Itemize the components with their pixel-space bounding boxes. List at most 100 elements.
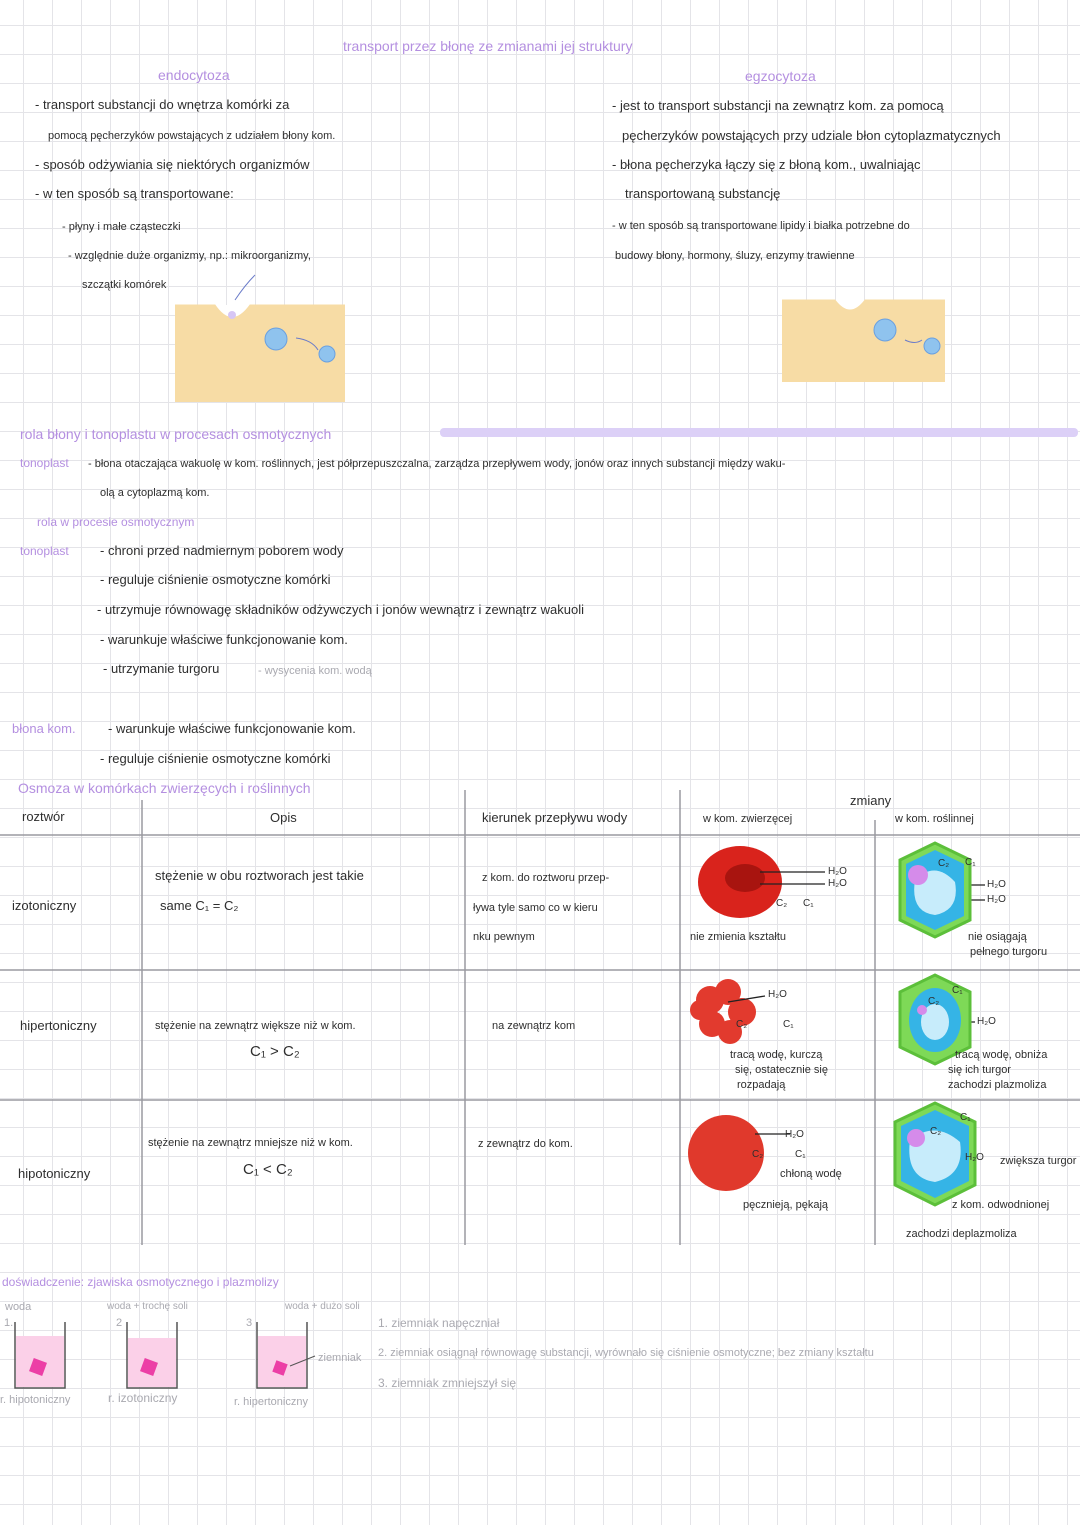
text-line: transportowaną substancję <box>625 186 781 201</box>
diagram-label: H₂O <box>977 1016 996 1027</box>
diagram-label: C₂ <box>752 1149 764 1160</box>
text-line: - warunkuje właściwe funkcjonowanie kom. <box>100 632 348 647</box>
potato-pieces <box>140 1358 158 1376</box>
potato-pieces <box>29 1358 47 1376</box>
potato-pieces <box>29 1358 288 1376</box>
diagram-label: H₂O <box>828 878 847 889</box>
heading: rola błony i tonoplastu w procesach osmo… <box>20 426 332 442</box>
cell-text: zwiększa turgor <box>1000 1155 1077 1167</box>
beaker-label: woda + trochę soli <box>107 1301 188 1312</box>
shrunk-red-cell <box>690 1000 710 1020</box>
cell-text: tracą wodę, obniża <box>955 1049 1048 1061</box>
text-line: pomocą pęcherzyków powstających z udział… <box>48 130 336 142</box>
text-line: olą a cytoplazmą kom. <box>100 487 210 499</box>
solution: hipertoniczny <box>20 1018 97 1033</box>
note: - wysycenia kom. wodą <box>258 665 372 677</box>
cell-text: nku pewnym <box>473 931 535 943</box>
result: 2. ziemniak osiągnął równowagę substancj… <box>378 1347 874 1359</box>
diagram-label: C₁ <box>960 1112 971 1123</box>
vesicle <box>923 337 941 355</box>
term: tonoplast <box>20 544 69 558</box>
heading: endocytoza <box>158 67 230 83</box>
heading: Osmoza w komórkach zwierzęcych i roślinn… <box>18 780 311 796</box>
diagram-label: C₂ <box>928 996 940 1007</box>
plant-cell-hypo <box>893 1101 977 1207</box>
diagram-label: C₁ <box>965 857 976 868</box>
beaker-number: 2 <box>116 1317 123 1329</box>
text-line: - reguluje ciśnienie osmotyczne komórki <box>100 751 331 766</box>
text-line: - względnie duże organizmy, np.: mikroor… <box>68 250 311 262</box>
cell-text: stężenie na zewnątrz większe niż w kom. <box>155 1020 356 1032</box>
text-line: - warunkuje właściwe funkcjonowanie kom. <box>108 721 356 736</box>
diagram-label: H₂O <box>987 879 1006 890</box>
vesicle <box>264 327 288 351</box>
text-line: - utrzymuje równowagę składników odżywcz… <box>97 602 584 617</box>
pointer-line <box>289 1355 316 1367</box>
diagram-label: H₂O <box>768 989 787 1000</box>
text-line: pęcherzyków powstających przy udziale bł… <box>622 128 1001 143</box>
cell-text: same C₁ = C₂ <box>160 898 239 913</box>
cell-text: z kom. do roztworu przep- <box>482 872 610 884</box>
text-line: - jest to transport substancji na zewnąt… <box>612 98 944 113</box>
cell-text: na zewnątrz kom <box>492 1020 576 1032</box>
table-header: w kom. zwierzęcej <box>703 813 793 825</box>
term: tonoplast <box>20 456 69 470</box>
text-line: - sposób odżywiania się niektórych organ… <box>35 157 310 172</box>
cell-text: tracą wodę, kurczą <box>730 1049 823 1061</box>
beaker-number: 1. <box>4 1317 14 1329</box>
diagram-label: C₁ <box>803 898 814 909</box>
result: 1. ziemniak napęczniał <box>378 1316 500 1330</box>
table-header: kierunek przepływu wody <box>482 810 628 825</box>
plant-cell-iso <box>898 841 972 939</box>
cell-text: nie zmienia kształtu <box>690 931 786 943</box>
table-header: w kom. roślinnej <box>895 813 974 825</box>
vesicle <box>873 318 897 342</box>
diagram-label: C₁ <box>783 1019 794 1030</box>
text-line: - transport substancji do wnętrza komórk… <box>35 97 290 112</box>
text-line: - chroni przed nadmiernym poborem wody <box>100 543 344 558</box>
text-line: - błona pęcherzyka łączy się z błoną kom… <box>612 157 921 172</box>
plant-cell-hypo <box>907 1129 925 1147</box>
solution-label: r. hipertoniczny <box>234 1396 308 1408</box>
beaker-liquid <box>258 1336 306 1387</box>
beaker-liquid <box>16 1336 306 1387</box>
beakers <box>256 1322 308 1389</box>
red-cell-center <box>725 864 765 892</box>
text-line: - utrzymanie turgoru <box>103 661 220 676</box>
shrunk-red-cell <box>690 979 756 1044</box>
plant-cell-hyper <box>917 1005 927 1015</box>
diagram-label: C₂ <box>736 1019 748 1030</box>
heading: egzocytoza <box>745 68 816 84</box>
diagram-label: H₂O <box>965 1152 984 1163</box>
text-line: - płyny i małe cząsteczki <box>62 221 181 233</box>
subheading: rola w procesie osmotycznym <box>37 515 195 529</box>
table-header: Opis <box>270 810 297 825</box>
solution-label: r. hipotoniczny <box>0 1394 71 1406</box>
cell-text: C₁ > C₂ <box>250 1043 300 1060</box>
diagram-label: C₂ <box>930 1126 942 1137</box>
cell-text: pełnego turgoru <box>970 946 1048 958</box>
plant-cell-hyper <box>921 1004 949 1040</box>
cell-text: z zewnątrz do kom. <box>478 1138 573 1150</box>
cell-text: pęcznieją, pękają <box>743 1199 829 1211</box>
text-line: - błona otaczająca wakuolę w kom. roślin… <box>88 458 786 470</box>
beaker-number: 3 <box>246 1317 253 1329</box>
plant-cell-iso <box>908 865 928 885</box>
shrunk-red-cell <box>715 979 741 1005</box>
plant-cell-hyper <box>898 973 972 1066</box>
text-line: - w ten sposób są transportowane lipidy … <box>612 220 910 232</box>
diagram-label: C₁ <box>795 1149 806 1160</box>
text-line: szczątki komórek <box>82 279 167 291</box>
text-line: - w ten sposób są transportowane: <box>35 186 234 201</box>
cell-text: nie osiągają <box>968 931 1027 943</box>
shrunk-red-cell <box>718 1020 742 1044</box>
cell-text: C₁ < C₂ <box>243 1161 293 1178</box>
term: błona kom. <box>12 721 76 736</box>
table-lines <box>0 790 1080 1245</box>
diagram-label: C₁ <box>952 985 963 996</box>
cell-text: się, ostatecznie się <box>735 1064 828 1076</box>
cell-text: z kom. odwodnionej <box>952 1199 1050 1211</box>
text-line: budowy błony, hormony, śluzy, enzymy tra… <box>615 250 855 262</box>
